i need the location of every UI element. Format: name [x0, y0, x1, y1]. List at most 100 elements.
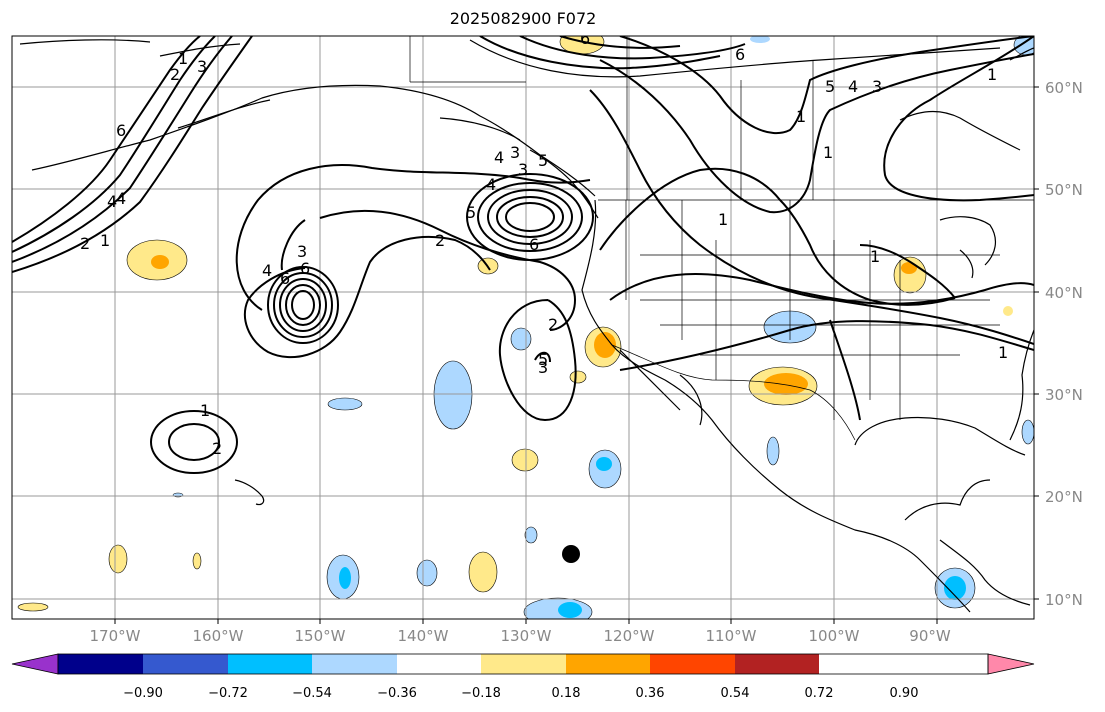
contour-line: [235, 164, 591, 311]
baja-peninsula: [619, 349, 703, 426]
florida-coast: [1009, 329, 1034, 441]
contour-line: [883, 36, 1034, 202]
positive-anomaly: [108, 544, 128, 574]
contour-label: 1: [998, 343, 1008, 362]
colorbar-segment: [228, 654, 312, 674]
contour-label: 4: [262, 261, 272, 280]
contour-label: 5: [466, 203, 476, 222]
contour-label: 1: [987, 65, 997, 84]
longitude-labels: 170°W 160°W 150°W 140°W 130°W 120°W 110°…: [90, 627, 951, 645]
contour-label: 2: [435, 231, 445, 250]
contour-line: [619, 36, 1034, 135]
contour-label: 4: [486, 175, 496, 194]
contour-label: 1: [718, 210, 728, 229]
map-title: 2025082900 F072: [449, 9, 597, 28]
lon-label: 100°W: [809, 627, 860, 645]
colorbar-tick-label: 0.90: [890, 686, 919, 701]
contour-label: 3: [538, 358, 548, 377]
contour-label: 4: [107, 192, 117, 211]
positive-anomaly: [151, 255, 169, 269]
positive-anomaly: [901, 262, 917, 274]
positive-anomaly: [1003, 306, 1013, 316]
lon-label: 110°W: [706, 627, 757, 645]
contour-label: 6: [735, 45, 745, 64]
contour-label: 5: [825, 77, 835, 96]
lat-label: 40°N: [1045, 284, 1083, 302]
negative-anomaly: [523, 597, 593, 619]
lon-label: 90°W: [909, 627, 951, 645]
negative-anomaly: [416, 559, 438, 587]
contour-label: 1: [796, 107, 806, 126]
contour-label: 1: [178, 49, 188, 68]
colorbar-tick-label: 0.54: [721, 686, 750, 701]
contour-line: [609, 273, 1034, 305]
contour-line: [487, 189, 573, 245]
contour-label: 6: [529, 235, 539, 254]
contour-line: [619, 320, 1034, 371]
colorbar-segment: [735, 654, 819, 674]
latitude-labels: 60°N 50°N 40°N 30°N 20°N 10°N: [1045, 79, 1083, 609]
lat-label: 30°N: [1045, 386, 1083, 404]
negative-anomaly: [433, 360, 473, 430]
contour-label: 5: [538, 350, 548, 369]
contour-line: [285, 284, 321, 326]
north-america-west-coast: [581, 199, 971, 613]
lat-label: 60°N: [1045, 79, 1083, 97]
colorbar-low-extend: [11, 653, 59, 675]
contour-labels: 2 1 4 6 2 3 3 6 6 4 2 5 4 3 6 2 3 1 2 1 …: [80, 36, 1008, 458]
contour-line: [589, 89, 1034, 345]
colorbar-tick-label: −0.18: [461, 686, 501, 701]
coastlines: [19, 39, 1034, 613]
negative-anomaly: [596, 457, 612, 471]
lon-label: 120°W: [604, 627, 655, 645]
contour-label: 3: [518, 160, 528, 179]
contour-line: [168, 423, 220, 461]
contour-label: 1: [200, 401, 210, 420]
colorbar-tick-label: −0.36: [377, 686, 417, 701]
contour-label: 2: [212, 439, 222, 458]
contour-line: [12, 36, 233, 263]
contour-label: 1: [870, 247, 880, 266]
lon-label: 160°W: [193, 627, 244, 645]
graticule: [12, 36, 1034, 619]
negative-anomaly: [327, 397, 363, 411]
storm-marker: [562, 545, 580, 563]
contour-line: [859, 244, 956, 299]
contour-line: [498, 299, 577, 422]
anomaly-fills: [17, 36, 1034, 619]
negative-anomaly: [510, 327, 532, 351]
colorbar-tick-label: −0.72: [208, 686, 248, 701]
contour-line: [829, 319, 861, 421]
alaska-south-coast: [177, 99, 521, 141]
central-america-coast: [939, 539, 1031, 606]
negative-anomaly: [750, 36, 770, 43]
lon-label: 140°W: [398, 627, 449, 645]
contour-line: [496, 196, 564, 238]
lat-label: 10°N: [1045, 591, 1083, 609]
contour-line: [273, 272, 333, 338]
negative-anomaly: [524, 526, 538, 544]
positive-anomaly: [594, 332, 616, 358]
contour-line: [559, 36, 681, 49]
colorbar-segment: [312, 654, 397, 674]
contour-label: 3: [872, 77, 882, 96]
positive-anomaly: [468, 551, 498, 593]
colorbar-tick-label: −0.90: [123, 686, 163, 701]
map-area: 2 1 4 6 2 3 3 6 6 4 2 5 4 3 6 2 3 1 2 1 …: [12, 36, 1034, 619]
contour-line: [12, 36, 253, 273]
lat-label: 20°N: [1045, 488, 1083, 506]
lon-label: 170°W: [90, 627, 141, 645]
aleutian-coast: [19, 39, 241, 57]
axis-ticks: [114, 86, 1039, 624]
contour-label: 4: [494, 148, 504, 167]
contour-line: [243, 236, 491, 359]
colorbar-outline: [57, 653, 989, 675]
contour-lines: [12, 36, 1034, 474]
alaska-coast: [31, 84, 596, 197]
lon-label: 150°W: [295, 627, 346, 645]
colorbar-ticks: −0.90 −0.72 −0.54 −0.36 −0.18 0.18 0.36 …: [123, 686, 918, 701]
positive-anomaly: [17, 602, 49, 612]
positive-anomaly: [511, 448, 539, 472]
negative-anomaly: [339, 567, 351, 589]
colorbar-segment: [566, 654, 650, 674]
